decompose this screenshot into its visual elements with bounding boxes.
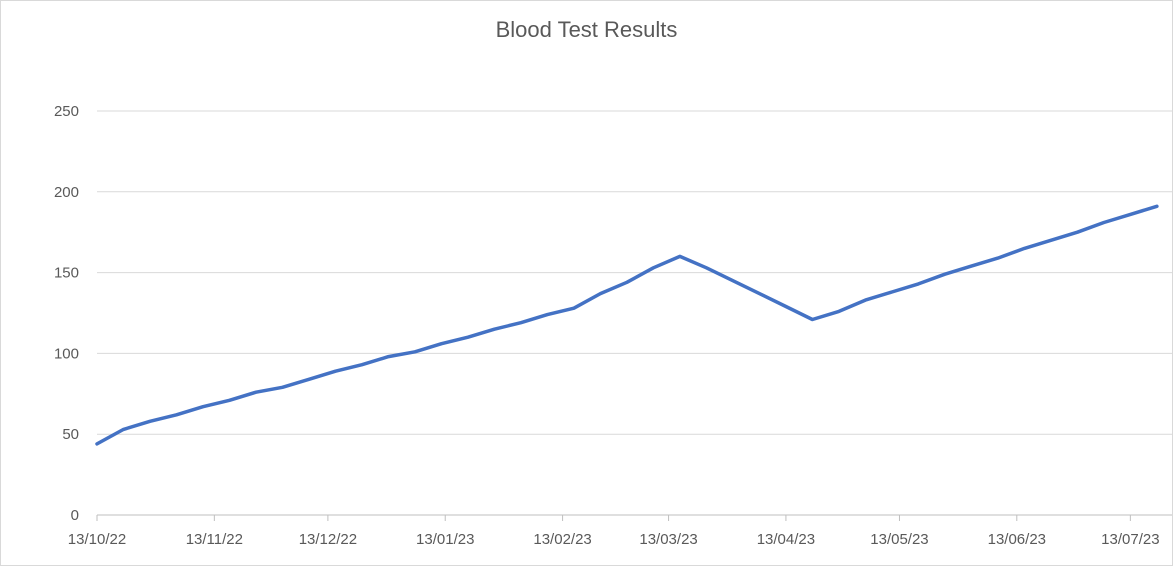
series-line — [95, 204, 1159, 446]
x-tick-label: 13/03/23 — [639, 531, 697, 548]
x-tick-label: 13/01/23 — [416, 531, 474, 548]
x-tick-label: 13/06/23 — [988, 531, 1046, 548]
x-tick-label: 13/11/22 — [186, 531, 243, 548]
y-tick-label: 100 — [54, 345, 79, 362]
chart-title: Blood Test Results — [495, 17, 678, 42]
y-tick-label: 50 — [62, 426, 79, 443]
x-tick-label: 13/05/23 — [870, 531, 928, 548]
y-tick-label: 200 — [54, 184, 79, 201]
x-tick-label: 13/04/23 — [757, 531, 815, 548]
x-tick-label: 13/02/23 — [533, 531, 591, 548]
x-tick-label: 13/10/22 — [68, 531, 126, 548]
y-tick-label: 150 — [54, 265, 79, 282]
y-tick-label: 0 — [71, 507, 79, 524]
x-tick-label: 13/07/23 — [1101, 531, 1159, 548]
y-tick-label: 250 — [54, 103, 79, 120]
x-tick-label: 13/12/22 — [299, 531, 357, 548]
